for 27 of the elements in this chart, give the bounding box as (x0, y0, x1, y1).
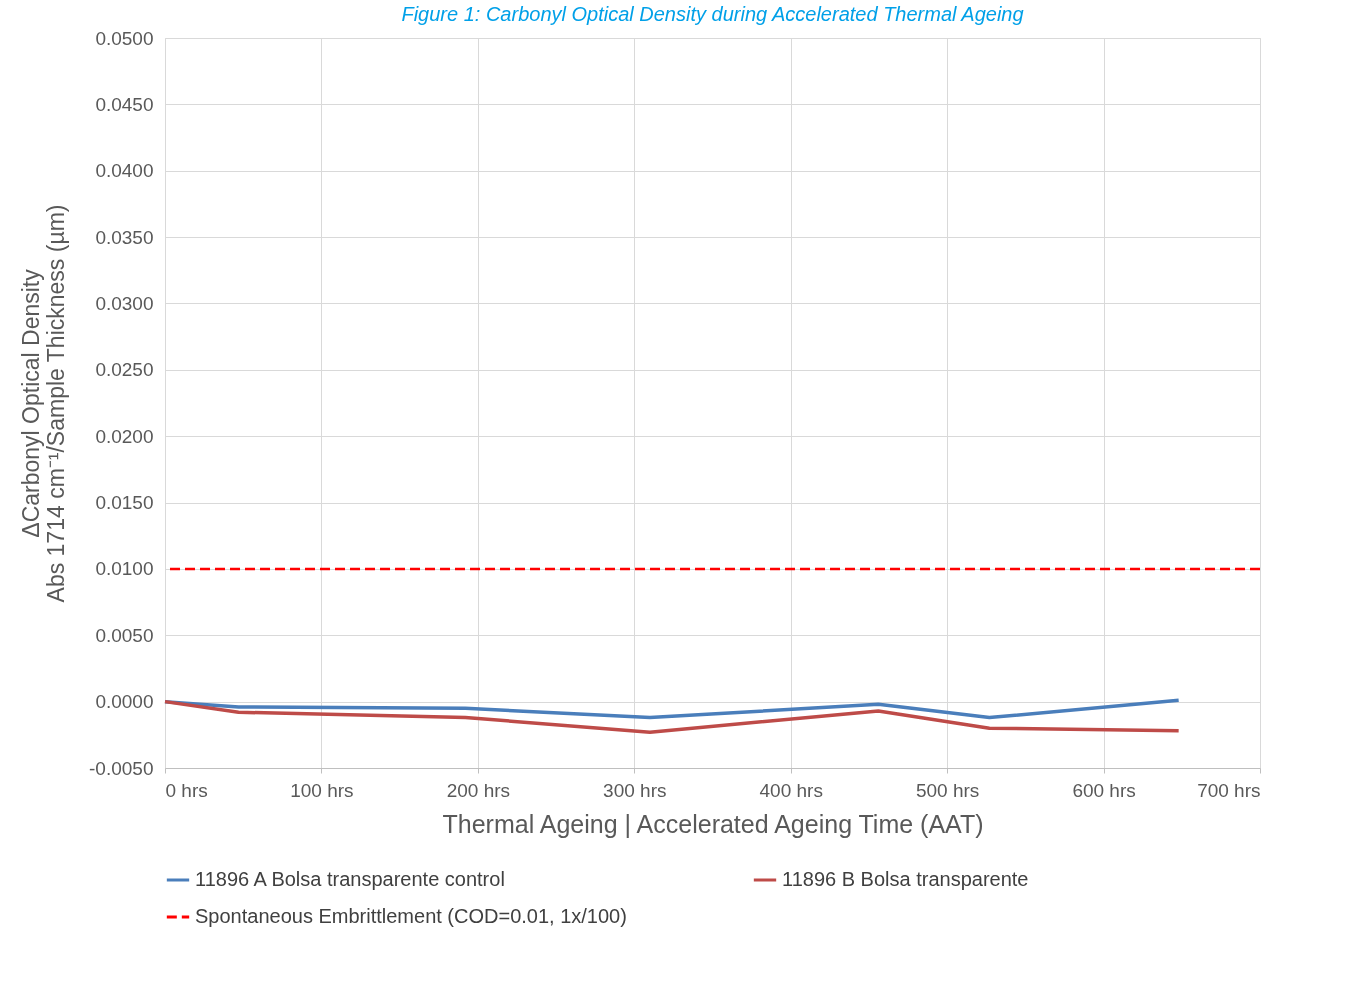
x-tick-label: 300 hrs (603, 779, 667, 801)
y-tick-label: 0.0450 (95, 93, 154, 115)
y-tick-label: -0.0050 (89, 757, 154, 779)
y-tick-label: 0.0300 (95, 292, 154, 314)
y-tick-label: 0.0150 (95, 492, 154, 514)
x-tick-label: 0 hrs (165, 779, 208, 801)
legend-label: 11896 A Bolsa transparente control (195, 868, 505, 890)
y-tick-label: 0.0000 (95, 691, 154, 713)
chart-title: Figure 1: Carbonyl Optical Density during Accelerated Thermal Ageing (401, 3, 1024, 25)
line-series (163, 699, 1181, 734)
y-tick-label: 0.0500 (95, 27, 154, 49)
y-axis-title: ΔCarbonyl Optical Density Abs 1714 cm⁻¹/Sample Thickness (µm) (18, 204, 70, 603)
x-axis-title: Thermal Ageing | Accelerated Ageing Time (AAT) (442, 809, 984, 838)
legend-label: Spontaneous Embrittlement (COD=0.01, 1x/100) (195, 905, 627, 927)
x-tick-label: 700 hrs (1197, 779, 1261, 801)
y-tick-label: 0.0200 (95, 425, 154, 447)
x-tick-label: 100 hrs (290, 779, 354, 801)
y-tick-label: 0.0050 (95, 624, 154, 646)
x-tick-label: 400 hrs (759, 779, 823, 801)
y-tick-label: 0.0100 (95, 558, 154, 580)
x-tick-label: 500 hrs (915, 779, 980, 801)
y-tick-label: 0.0250 (95, 359, 154, 381)
y-tick-label: 0.0400 (95, 160, 154, 182)
x-tick-label: 200 hrs (446, 779, 511, 801)
y-tick-label: 0.0350 (95, 226, 154, 248)
legend-label: 11896 B Bolsa transparente (782, 868, 1029, 890)
x-tick-label: 600 hrs (1072, 779, 1136, 801)
